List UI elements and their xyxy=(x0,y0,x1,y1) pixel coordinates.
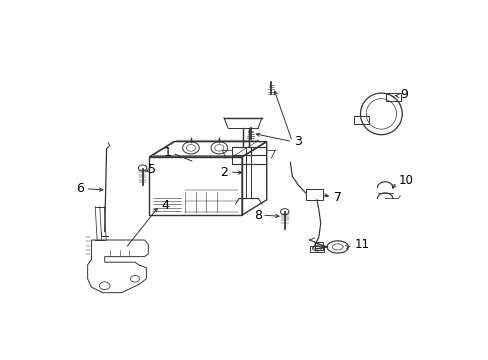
Text: 7: 7 xyxy=(333,190,341,203)
Text: 11: 11 xyxy=(354,238,369,251)
Text: 2: 2 xyxy=(220,166,227,179)
Text: 4: 4 xyxy=(161,199,169,212)
Text: 6: 6 xyxy=(76,182,84,195)
Text: 10: 10 xyxy=(398,174,412,187)
Text: 9: 9 xyxy=(400,88,407,101)
Text: 5: 5 xyxy=(148,163,156,176)
Text: 1: 1 xyxy=(163,146,171,159)
Text: 8: 8 xyxy=(253,208,262,221)
Text: 3: 3 xyxy=(294,135,302,148)
